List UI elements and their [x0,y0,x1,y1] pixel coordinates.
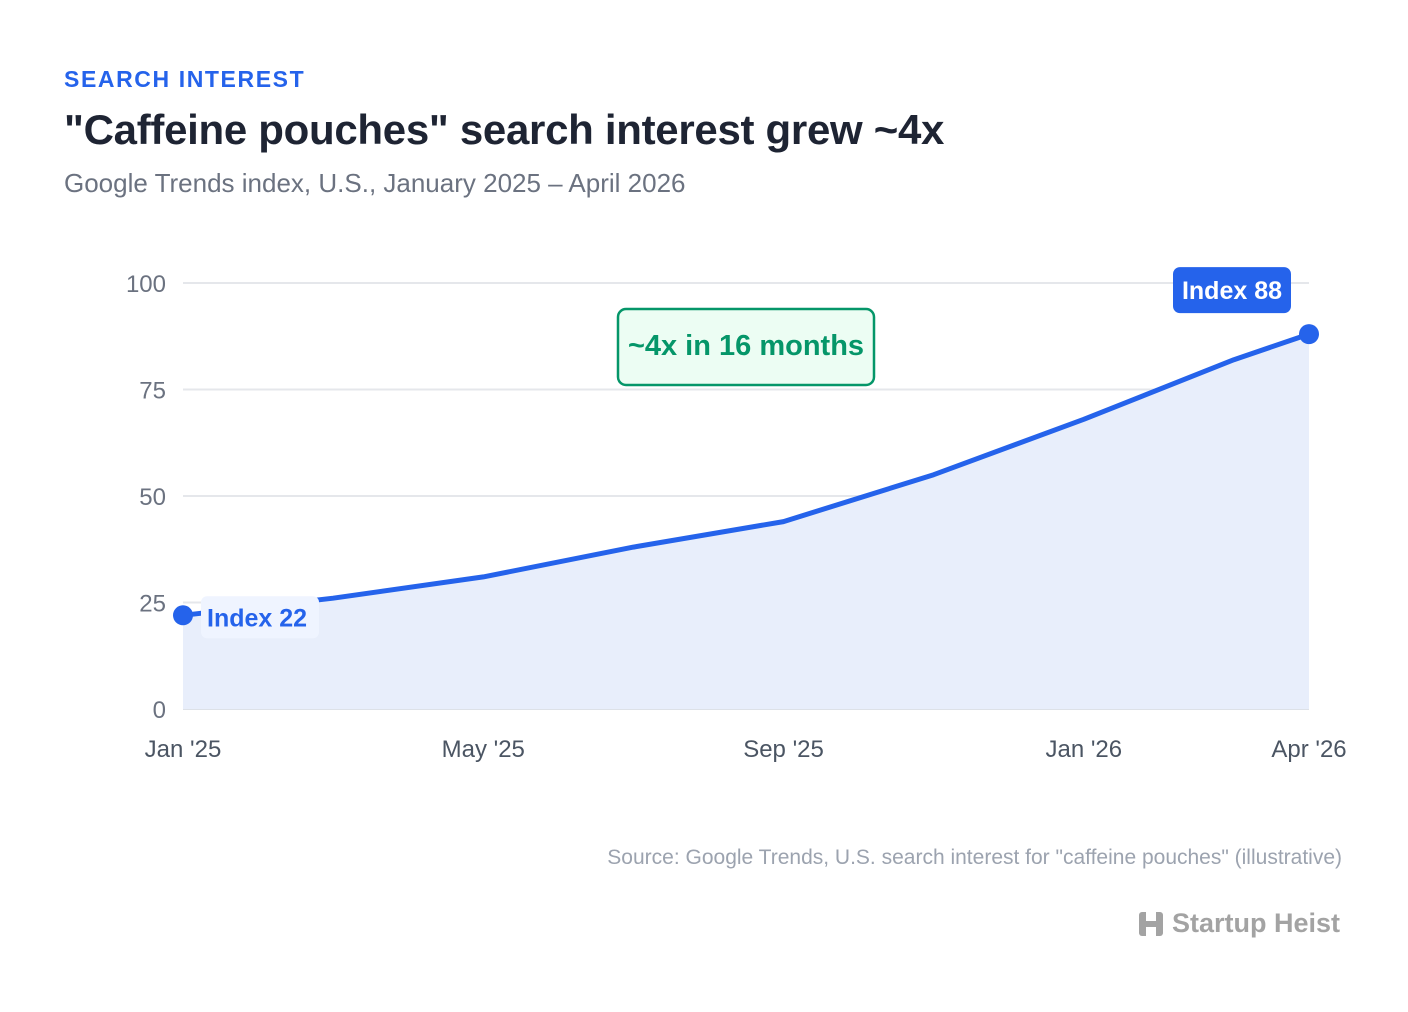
x-tick-label: May '25 [442,736,525,763]
y-tick-label: 50 [139,484,166,511]
brand-logo: Startup Heist [1138,908,1340,939]
x-tick-label: Sep '25 [743,736,824,763]
end-value-label: Index 88 [1182,277,1282,305]
y-tick-label: 0 [153,697,166,724]
chart-title: "Caffeine pouches" search interest grew … [64,106,945,153]
start-label-box [201,596,319,639]
start-value-label: Index 22 [207,604,307,632]
area-fill [183,334,1309,709]
x-tick-label: Jan '25 [145,736,222,763]
x-tick-label: Jan '26 [1045,736,1122,763]
annotations: Index 22 Index 88 ~4x in 16 months [173,267,1319,639]
line-chart: 0 25 50 75 100 Jan '25 May '25 Sep '25 Jan '26 A… [126,267,1347,763]
y-axis-ticks: 0 25 50 75 100 [126,271,166,724]
source-note: Source: Google Trends, U.S. search inter… [607,846,1342,869]
y-tick-label: 25 [139,591,166,618]
growth-callout-text: ~4x in 16 months [628,330,864,362]
x-tick-label: Apr '26 [1271,736,1346,763]
series-line [180,331,1312,618]
eyebrow-label: SEARCH INTEREST [64,66,306,92]
y-tick-label: 75 [139,378,166,405]
y-tick-label: 100 [126,271,166,298]
chart-subtitle: Google Trends index, U.S., January 2025 … [64,168,686,198]
end-point [1299,324,1319,345]
brand-name: Startup Heist [1171,908,1340,938]
x-axis-ticks: Jan '25 May '25 Sep '25 Jan '26 Apr '26 [145,736,1347,763]
startup-heist-logo-icon [1138,911,1164,937]
end-label-box [1173,267,1291,314]
growth-callout-box [616,307,876,387]
start-point [173,605,193,626]
